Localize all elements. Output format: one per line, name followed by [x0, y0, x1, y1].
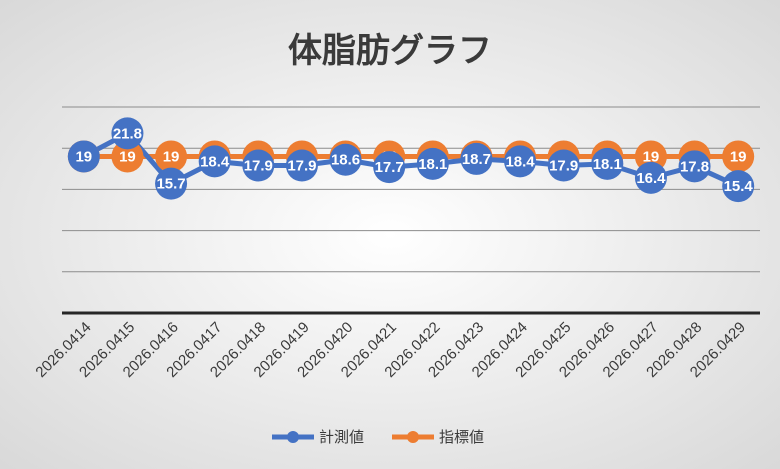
- data-point: [634, 161, 667, 194]
- data-label: 17.7: [375, 159, 404, 176]
- data-point: [722, 140, 755, 173]
- data-label: 15.4: [724, 178, 754, 195]
- data-label: 17.9: [287, 158, 316, 175]
- data-point: [504, 145, 537, 178]
- data-point: [591, 147, 624, 180]
- data-point: [67, 140, 100, 173]
- data-label: 18.4: [505, 153, 535, 170]
- data-label: 21.8: [113, 125, 142, 142]
- data-label: 19: [643, 148, 660, 165]
- data-point: [285, 149, 318, 182]
- data-label: 18.6: [331, 152, 360, 169]
- data-label: 19: [163, 148, 180, 165]
- chart-title: 体脂肪グラフ: [288, 31, 492, 71]
- data-point: [460, 142, 493, 175]
- data-point: [416, 147, 449, 180]
- data-label: 18.7: [462, 151, 491, 168]
- data-label: 19: [75, 148, 92, 165]
- data-label: 17.9: [549, 158, 578, 175]
- legend-label-measured: 計測値: [319, 428, 364, 446]
- data-label: 17.8: [680, 158, 709, 175]
- legend-label-target: 指標値: [439, 428, 484, 446]
- data-point: [111, 140, 144, 173]
- legend: 計測値 指標値: [272, 428, 484, 446]
- data-label: 17.9: [244, 158, 273, 175]
- series-line-0: [82, 130, 740, 189]
- data-label: 18.1: [593, 156, 622, 173]
- data-point: [678, 150, 711, 183]
- data-point: [155, 140, 188, 173]
- data-point: [155, 167, 188, 200]
- data-label: 18.4: [200, 153, 230, 170]
- data-point: [722, 170, 755, 203]
- data-point: [329, 143, 362, 176]
- data-label: 15.7: [156, 176, 185, 193]
- data-point: [242, 149, 275, 182]
- data-point: [547, 149, 580, 182]
- data-label: 19: [119, 148, 136, 165]
- data-label: 16.4: [636, 170, 666, 187]
- data-point: [198, 145, 231, 178]
- legend-swatch-marker-target: [407, 431, 419, 443]
- data-label: 18.1: [418, 156, 447, 173]
- data-point: [111, 117, 144, 150]
- data-label: 19: [730, 148, 747, 165]
- data-point: [373, 151, 406, 184]
- legend-swatch-marker-measured: [287, 431, 299, 443]
